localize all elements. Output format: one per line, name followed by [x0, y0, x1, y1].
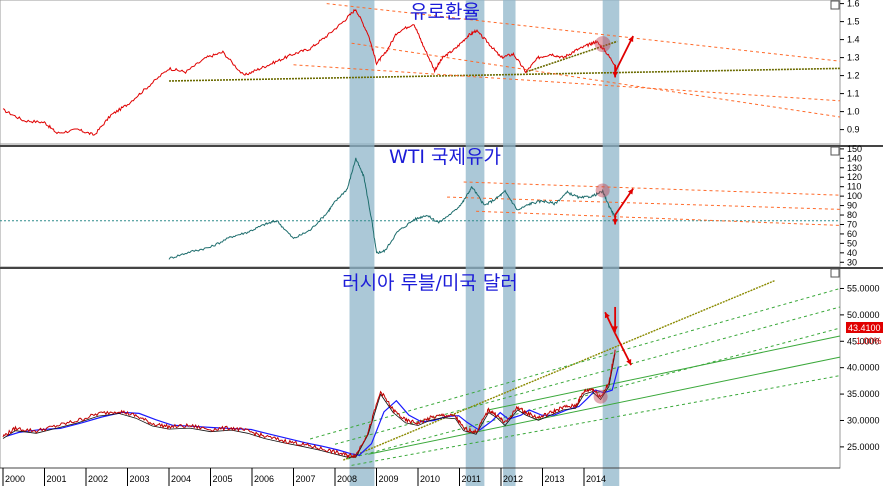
y-tick-label: 130: [847, 163, 862, 173]
y-tick-label: 50.0000: [847, 310, 880, 320]
moving-average-line: [2, 353, 616, 458]
highlight-band: [602, 0, 620, 486]
y-tick-label: 30.0000: [847, 415, 880, 425]
arrow-head: [627, 188, 634, 195]
rub-panel-title: 러시아 루블/미국 달러: [342, 272, 518, 294]
arrow-head: [612, 219, 618, 225]
rising-trendline: [525, 40, 618, 73]
oil-channel-line: [476, 210, 841, 226]
last-value-label: 43.4100: [848, 323, 881, 333]
y-tick-label: 0.9: [847, 125, 860, 135]
x-tick-label: 2009: [379, 474, 399, 484]
channel-line: [351, 375, 841, 466]
x-tick-label: 2000: [5, 474, 25, 484]
y-tick-label: 30: [847, 257, 857, 267]
x-tick-label: 2014: [586, 474, 606, 484]
panel-menu-button[interactable]: [830, 0, 840, 10]
x-tick-label: 2011: [462, 474, 481, 484]
y-tick-label: 70: [847, 219, 857, 229]
peak-marker: [595, 183, 610, 198]
y-tick-label: 35.0000: [847, 389, 880, 399]
price-series: [2, 8, 619, 459]
y-tick-label: 150: [847, 144, 862, 154]
x-tick-label: 2003: [130, 474, 150, 484]
rising-line: [488, 335, 841, 411]
channel-trendline: [351, 42, 841, 118]
arrow-head: [612, 326, 618, 332]
x-tick-label: 2006: [254, 474, 274, 484]
arrow-head: [628, 36, 634, 42]
low-marker: [593, 389, 608, 404]
y-tick-label: 80: [847, 210, 857, 220]
y-tick-label: 40.0000: [847, 363, 880, 373]
panel-menu-button[interactable]: [830, 268, 840, 278]
change-label: 1.00%: [856, 336, 882, 346]
y-tick-label: 100: [847, 191, 862, 201]
rising-line: [368, 356, 841, 455]
channel-trendline: [293, 64, 841, 102]
series-line: [168, 157, 616, 260]
y-tick-label: 1.3: [847, 53, 860, 63]
y-tick-label: 1.6: [847, 0, 860, 9]
price-scales: 0.9 1.0 1.1 1.2 1.3 1.4 1.5 1.6 3040506070809010…: [840, 0, 880, 452]
highlight-band: [465, 0, 485, 486]
arrow-head: [604, 312, 610, 319]
y-tick-label: 60: [847, 229, 857, 239]
year-axis: 2000 2001 2002 2003 2004 2005 2006 2007 2008 2009…: [0, 467, 840, 486]
x-tick-label: 2013: [545, 474, 565, 484]
arrow-head: [626, 359, 632, 366]
down-arrow: [614, 332, 632, 366]
x-tick-label: 2007: [296, 474, 316, 484]
resistance-trendline: [326, 3, 841, 62]
y-tick-label: 55.0000: [847, 283, 880, 293]
last-value-tag: [846, 322, 883, 333]
x-tick-label: 2001: [47, 474, 67, 484]
y-tick-label: 45.0000: [847, 336, 880, 346]
highlight-bands: [349, 0, 620, 486]
support-trendline: [168, 67, 841, 82]
arrow-head: [612, 72, 618, 78]
y-tick-label: 25.0000: [847, 442, 880, 452]
oil-resistance-line: [463, 181, 841, 196]
wti-panel-title: WTI 국제유가: [389, 146, 501, 168]
arrow-annotations: [593, 35, 634, 404]
y-tick-label: 40: [847, 248, 857, 258]
y-tick-label: 140: [847, 153, 862, 163]
x-tick-label: 2012: [503, 474, 523, 484]
y-tick-label: 1.4: [847, 35, 860, 45]
x-tick-label: 2010: [420, 474, 440, 484]
panel-menu-button[interactable]: [830, 146, 840, 156]
y-tick-label: 90: [847, 201, 857, 211]
x-tick-label: 2005: [213, 474, 233, 484]
y-tick-label: 1.0: [847, 107, 860, 117]
highlight-band: [349, 0, 375, 486]
x-tick-label: 2004: [171, 474, 191, 484]
x-tick-label: 2002: [88, 474, 108, 484]
up-arrow: [614, 35, 634, 73]
y-tick-label: 1.1: [847, 89, 860, 99]
euro-panel-title: 유로환율: [410, 1, 480, 23]
y-tick-label: 50: [847, 238, 857, 248]
x-tick-label: 2008: [337, 474, 357, 484]
y-tick-label: 1.2: [847, 71, 860, 81]
series-line: [2, 349, 616, 459]
y-tick-label: 1.5: [847, 17, 860, 27]
y-tick-label: 110: [847, 182, 861, 192]
peak-marker: [594, 36, 611, 53]
highlight-band: [503, 0, 516, 486]
series-line: [2, 8, 616, 136]
y-tick-label: 120: [847, 172, 862, 182]
